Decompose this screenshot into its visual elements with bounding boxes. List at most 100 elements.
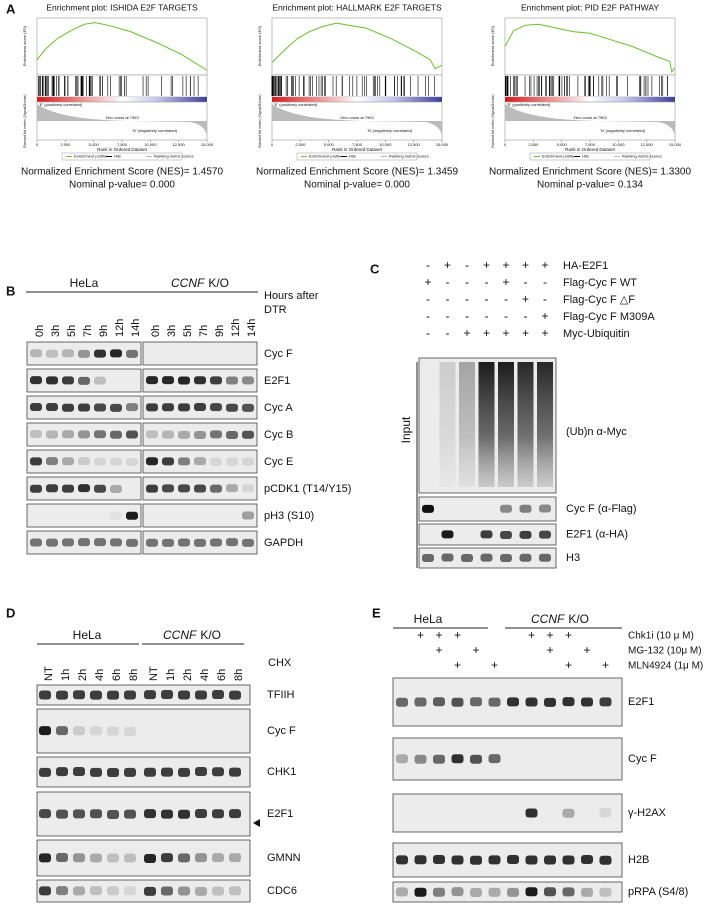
hits-box [36,74,208,98]
group-name: CCNF [171,276,205,290]
band [226,376,238,385]
band [178,403,190,412]
sign: + [444,258,451,272]
sign: - [446,326,450,340]
band [178,538,190,547]
rank-bar [272,97,442,102]
sign: - [465,258,469,272]
es-box [36,17,208,76]
band [146,376,158,385]
sign: + [435,628,442,642]
group-label: CCNF K/O [531,612,589,626]
sign: - [524,275,528,289]
sign: - [485,309,489,323]
band [146,430,158,439]
row-label: CHK1 [267,766,296,778]
legend-box [529,152,651,161]
band [519,553,532,562]
row-label: GMNN [267,852,301,864]
band [94,457,106,466]
x-axis-label: Rank in Ordered Dataset [565,147,616,152]
row-label: pCDK1 (T14/Y15) [264,483,351,495]
x-tick-label: 2,500 [295,142,306,147]
sign: - [426,326,430,340]
band [39,853,51,863]
band [178,484,190,493]
group-suffix: K/O [200,628,221,642]
band [178,690,190,700]
band [78,430,90,439]
band [488,697,501,707]
band [73,853,85,863]
band [507,887,519,897]
band [178,767,190,777]
y-axis-label: Enrichment score (ES) [22,25,27,66]
smear [459,362,475,487]
band [451,887,464,897]
band [56,767,68,777]
band [226,484,238,493]
panel-label: C [370,261,380,276]
sign: + [541,326,548,340]
y-axis-label: Ranked list metric (Signal2Noise) [258,94,262,147]
condition-label: Flag-Cyc F M309A [563,311,655,323]
legend-label: Hits [582,154,589,159]
x-tick-label: 2,500 [60,142,71,147]
sign: + [546,643,553,657]
band [210,430,222,439]
band [110,457,122,466]
band [161,853,173,863]
band [146,457,158,466]
band [242,457,254,466]
band [161,767,173,777]
band [195,886,207,896]
band [161,690,173,700]
band [599,887,612,897]
group-name: CCNF [531,612,565,626]
x-tick-label: 7,500 [585,142,596,147]
row-label: Cyc F (α-Flag) [566,503,637,515]
sign: - [504,292,508,306]
row-label: H2B [628,854,649,866]
band [73,690,85,700]
rank-area [505,104,675,139]
row-label: E2F1 (α-HA) [566,528,628,540]
x-axis-label: Rank in Ordered Dataset [332,147,383,152]
band [62,403,74,412]
band [581,697,593,707]
lane-label: 2h [182,669,194,681]
es-curve [504,23,676,74]
group-label: CCNF K/O [163,628,221,642]
band [146,538,158,547]
legend-box [296,152,418,161]
band [226,430,238,439]
band [194,457,206,466]
band [162,484,174,493]
x-tick-label: 15,000 [436,142,449,147]
blot [392,793,623,833]
band [488,754,501,764]
condition-label: Myc-Ubiquitin [563,328,630,340]
band [56,809,68,819]
band [599,855,612,865]
lane-label: 9h [98,325,110,337]
group-suffix: K/O [568,612,589,626]
band [195,767,207,777]
lane-label: 12h [230,319,242,337]
lane-label: 4h [94,669,106,681]
band [525,808,538,818]
es-curve [36,22,208,71]
band [195,853,207,863]
sign: - [465,275,469,289]
es-box [271,17,443,76]
lane-label: 1h [165,669,177,681]
group-name: HeLa [73,628,102,642]
sign: + [522,292,529,306]
row-label: pH3 (S10) [264,510,314,522]
sign: + [502,258,509,272]
sign: + [583,643,590,657]
band [162,457,174,466]
pos-label: 'E' (positively correlated) [274,102,318,107]
band [539,504,551,513]
